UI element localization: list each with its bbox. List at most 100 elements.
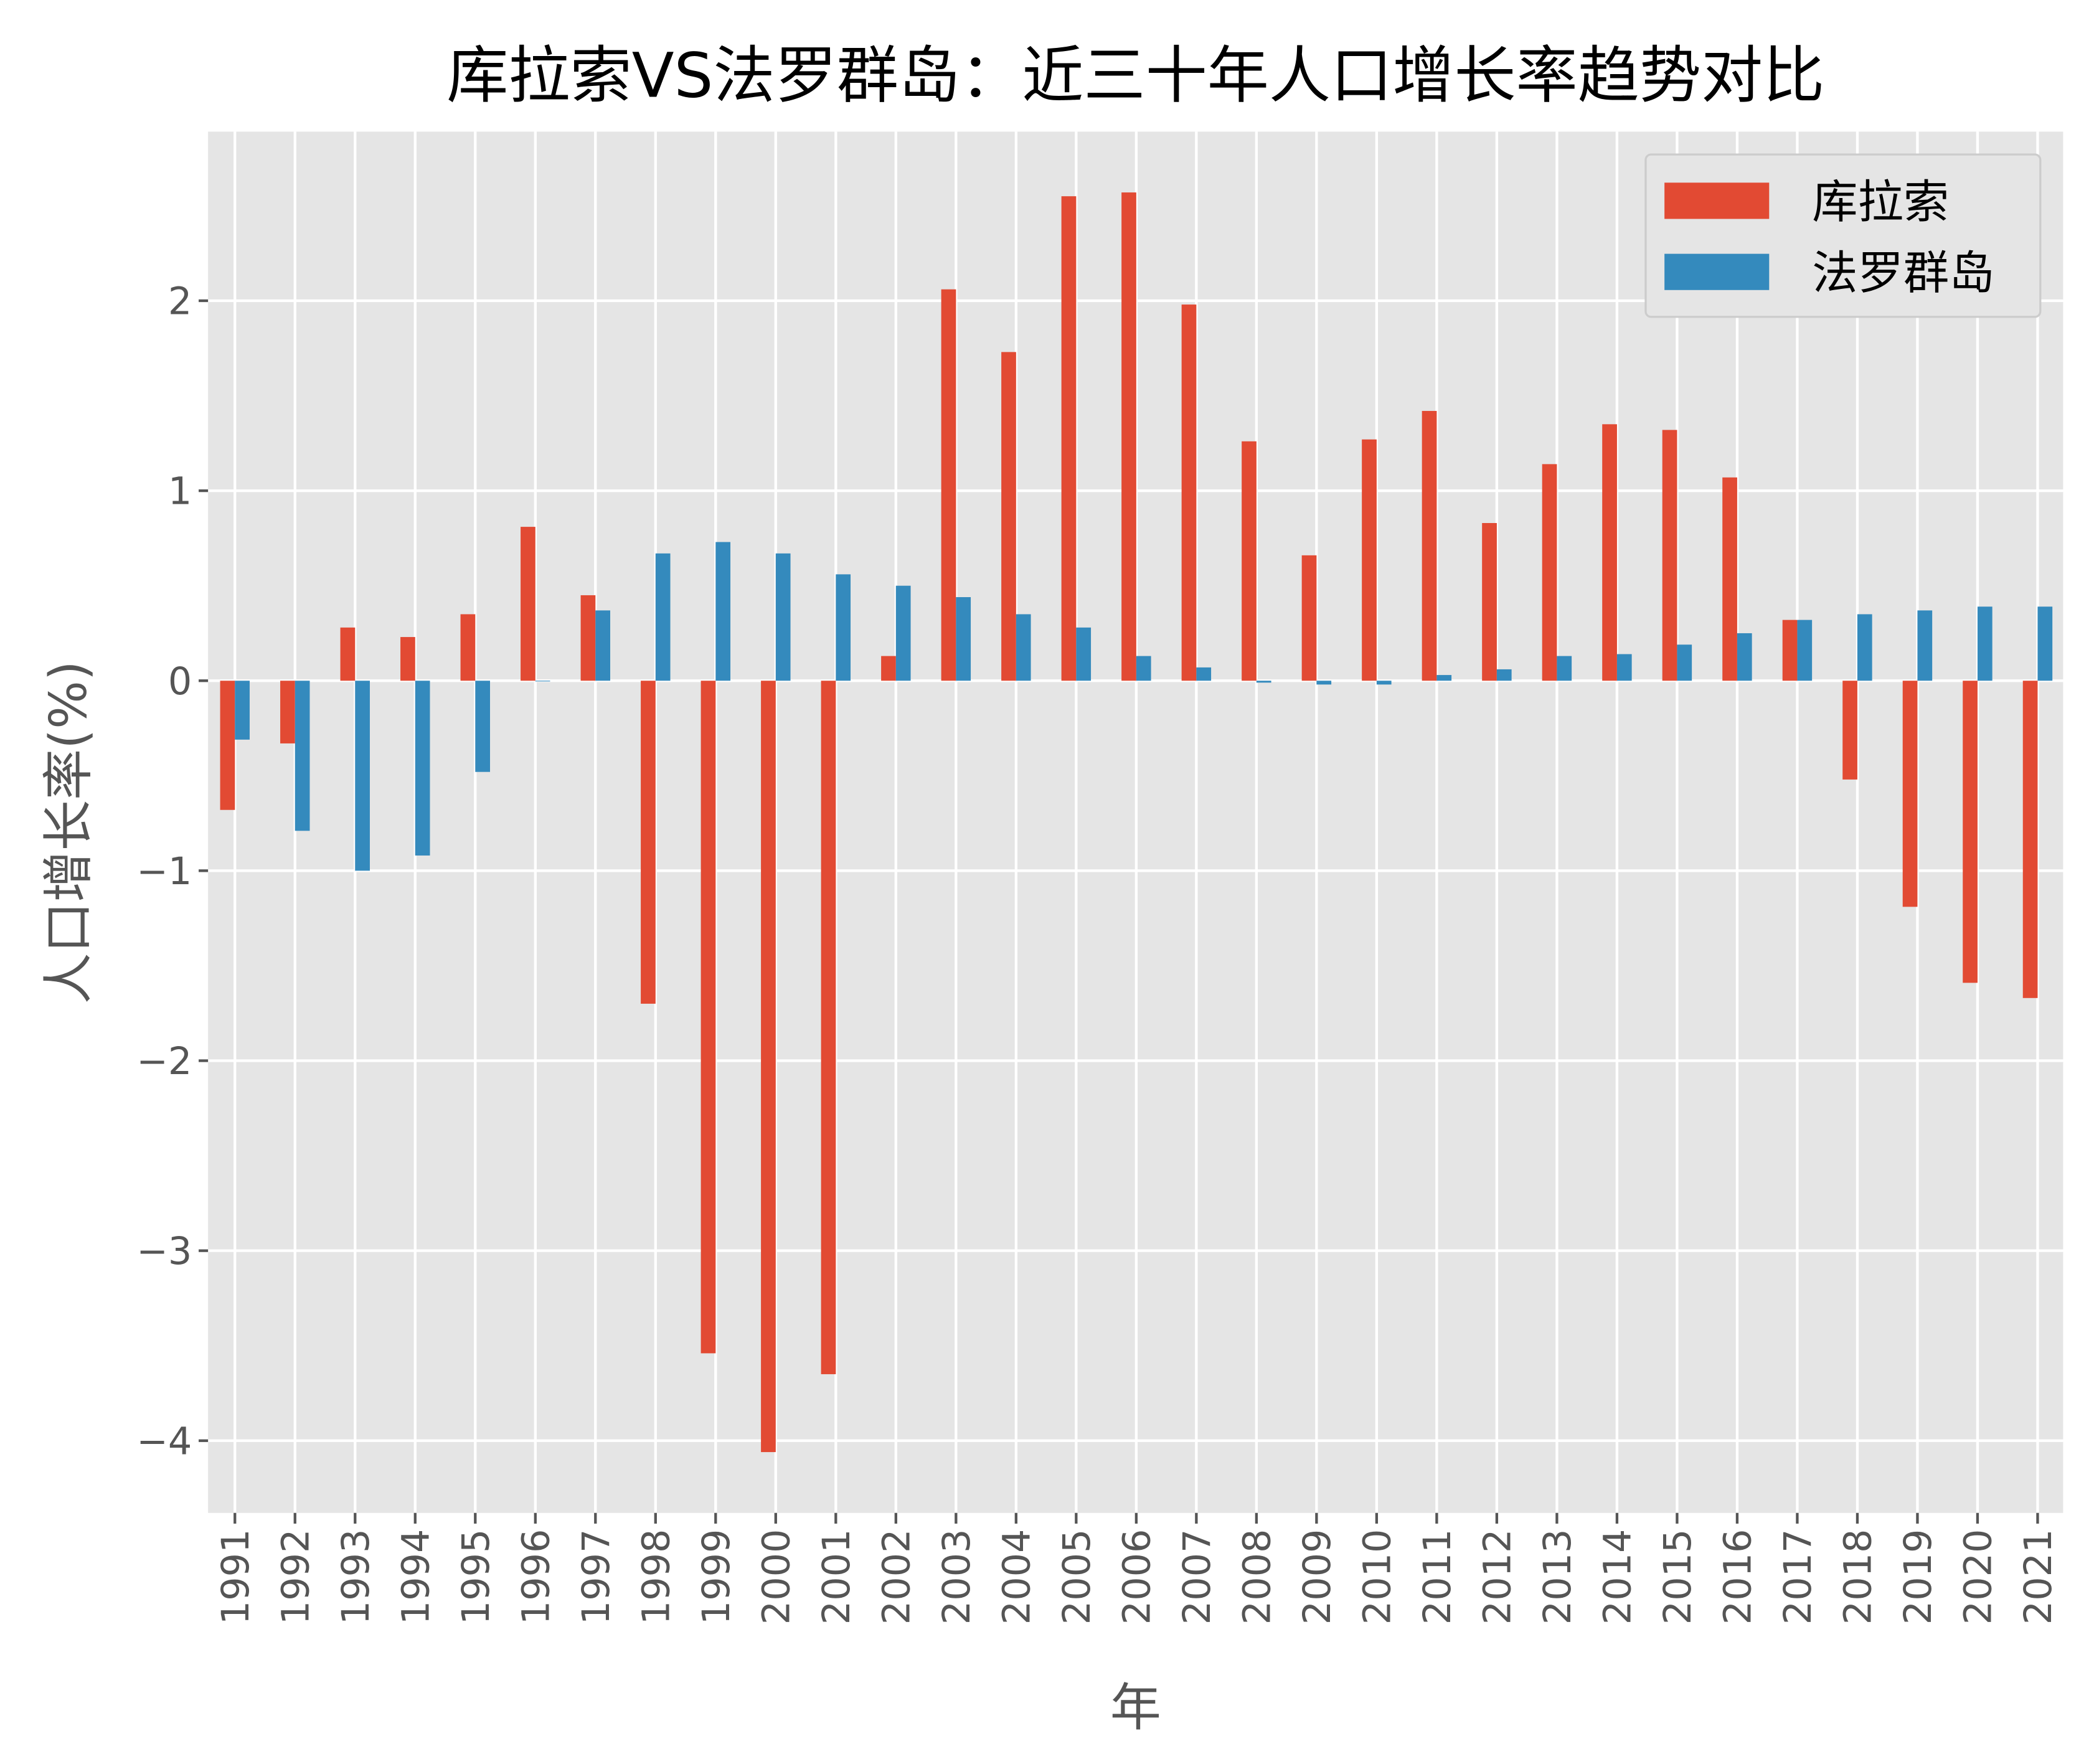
- x-tick-label: 2011: [1416, 1529, 1460, 1625]
- bar-curacao: [641, 681, 656, 1004]
- bar-curacao: [400, 637, 415, 681]
- bar-curacao: [220, 681, 235, 810]
- x-tick-label: 2000: [755, 1529, 798, 1625]
- bar-curacao: [1301, 555, 1317, 681]
- x-tick-label: 2020: [1957, 1529, 2001, 1625]
- bar-faroe: [956, 597, 971, 681]
- bar-curacao: [280, 681, 295, 743]
- bar-faroe: [836, 574, 851, 681]
- x-tick-label: 2007: [1176, 1529, 1219, 1625]
- bar-faroe: [295, 681, 310, 831]
- bar-faroe: [1196, 667, 1212, 681]
- bar-faroe: [2037, 606, 2053, 681]
- bars: [220, 192, 2053, 1453]
- legend: 库拉索 法罗群岛: [1644, 153, 2042, 318]
- x-tick-label: 1993: [334, 1529, 378, 1625]
- bar-curacao: [1242, 441, 1257, 681]
- x-tick-label: 1994: [394, 1529, 438, 1625]
- bar-faroe: [895, 585, 911, 681]
- bar-curacao: [460, 614, 476, 681]
- x-tick-label: 1992: [274, 1529, 318, 1625]
- bar-curacao: [1902, 681, 1918, 907]
- bar-curacao: [521, 527, 535, 681]
- bar-faroe: [715, 542, 731, 681]
- x-tick-label: 1991: [214, 1529, 258, 1625]
- legend-label-curacao: 库拉索: [1812, 176, 1949, 229]
- y-tick-label: −3: [136, 1230, 192, 1273]
- bar-curacao: [1061, 196, 1077, 681]
- bar-faroe: [595, 610, 611, 681]
- x-tick-label: 1996: [514, 1529, 558, 1625]
- bar-faroe: [355, 681, 370, 871]
- bar-faroe: [1977, 606, 1993, 681]
- bar-curacao: [1121, 192, 1136, 681]
- legend-swatch-faroe: [1664, 253, 1770, 290]
- bar-faroe: [655, 553, 671, 681]
- x-tick-label: 2002: [875, 1529, 918, 1625]
- bar-curacao: [580, 595, 596, 681]
- x-tick-label: 2009: [1296, 1529, 1339, 1625]
- x-tick-label: 2019: [1897, 1529, 1940, 1625]
- bar-faroe: [1557, 656, 1572, 681]
- bar-curacao: [821, 681, 836, 1374]
- bar-faroe: [1376, 681, 1392, 685]
- x-axis-label: 年: [1110, 1678, 1161, 1737]
- x-tick-label: 2004: [995, 1529, 1039, 1625]
- bar-curacao: [941, 289, 956, 681]
- bar-faroe: [475, 681, 490, 772]
- x-tick-label: 1999: [695, 1529, 738, 1625]
- bar-faroe: [235, 681, 250, 740]
- bar-curacao: [1722, 477, 1737, 681]
- legend-label-faroe: 法罗群岛: [1812, 247, 1994, 300]
- bar-curacao: [1482, 522, 1497, 681]
- bar-faroe: [1797, 620, 1813, 681]
- bar-faroe: [1496, 669, 1512, 681]
- bar-faroe: [415, 681, 430, 856]
- bar-curacao: [1662, 430, 1677, 681]
- bar-faroe: [1917, 610, 1933, 681]
- bar-faroe: [1737, 633, 1752, 681]
- x-tick-label: 2021: [2017, 1529, 2060, 1625]
- bar-faroe: [1857, 614, 1872, 681]
- x-tick-label: 2017: [1776, 1529, 1820, 1625]
- bar-faroe: [1016, 614, 1031, 681]
- bar-curacao: [1782, 620, 1798, 681]
- bar-faroe: [1436, 675, 1452, 681]
- bar-curacao: [1842, 681, 1857, 780]
- y-tick-label: −4: [136, 1420, 192, 1463]
- bar-curacao: [1422, 410, 1437, 681]
- x-tick-label: 2003: [935, 1529, 979, 1625]
- bar-curacao: [340, 627, 356, 681]
- x-tick-label: 2008: [1235, 1529, 1279, 1625]
- x-tick-label: 1998: [634, 1529, 678, 1625]
- chart-title: 库拉索VS法罗群岛：近三十年人口增长率趋势对比: [446, 40, 1824, 111]
- legend-swatch-curacao: [1664, 182, 1770, 219]
- x-tick-label: 2006: [1115, 1529, 1159, 1625]
- x-tick-label: 2015: [1656, 1529, 1700, 1625]
- bar-curacao: [881, 656, 896, 681]
- x-tick-label: 2001: [815, 1529, 859, 1625]
- x-tick-label: 2012: [1476, 1529, 1519, 1625]
- y-tick-label: −2: [136, 1040, 192, 1083]
- axes: −4 −3 −2 −1 0 1 2 1991 1992 1993 1994 1995 1996 1997 1…: [136, 280, 2060, 1625]
- bar-curacao: [1602, 424, 1617, 681]
- bar-curacao: [700, 681, 716, 1354]
- bar-curacao: [1362, 439, 1377, 681]
- y-tick-label: 0: [168, 660, 192, 704]
- x-tick-label: 2016: [1716, 1529, 1760, 1625]
- x-tick-label: 2013: [1536, 1529, 1580, 1625]
- bar-curacao: [1181, 304, 1197, 681]
- y-tick-label: 1: [168, 470, 192, 514]
- y-axis-label: 人口增长率(%): [39, 661, 98, 1004]
- bar-faroe: [1076, 627, 1092, 681]
- y-tick-label: 2: [168, 280, 192, 324]
- bar-faroe: [1316, 681, 1332, 685]
- bar-faroe: [1256, 681, 1271, 683]
- x-tick-label: 2010: [1356, 1529, 1399, 1625]
- x-tick-label: 2005: [1055, 1529, 1099, 1625]
- x-tick-label: 1997: [575, 1529, 618, 1625]
- x-tick-label: 2018: [1836, 1529, 1880, 1625]
- bar-faroe: [1136, 656, 1151, 681]
